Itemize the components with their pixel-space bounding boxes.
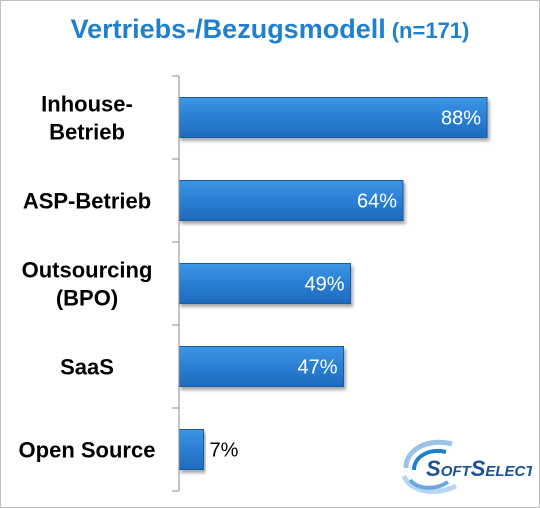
data-label: 64% — [357, 191, 397, 213]
bar — [178, 97, 488, 138]
data-label: 47% — [297, 357, 337, 379]
data-label: 88% — [441, 108, 481, 130]
softselect-logo-mark — [401, 439, 458, 494]
bar — [178, 346, 344, 387]
category-label: Open Source — [19, 438, 156, 463]
category-label: SaaS — [60, 355, 114, 380]
bar — [178, 429, 204, 470]
chart-subtitle: (n=171) — [391, 18, 470, 43]
bar — [178, 180, 404, 221]
category-label: ASP-Betrieb — [23, 189, 151, 214]
category-label: (BPO) — [56, 286, 118, 311]
chart-title-row: Vertriebs-/Bezugsmodell (n=171) — [0, 14, 540, 45]
softselect-logo-text: SOFTSELECT — [426, 456, 532, 481]
data-label: 7% — [210, 440, 239, 462]
bar — [178, 263, 351, 304]
category-label: Inhouse- — [41, 92, 133, 117]
chart-title: Vertriebs-/Bezugsmodell — [70, 14, 386, 44]
category-label: Outsourcing — [22, 258, 153, 283]
category-label: Betrieb — [49, 120, 125, 145]
data-label: 49% — [304, 274, 344, 296]
softselect-logo: SOFTSELECT — [401, 439, 532, 494]
